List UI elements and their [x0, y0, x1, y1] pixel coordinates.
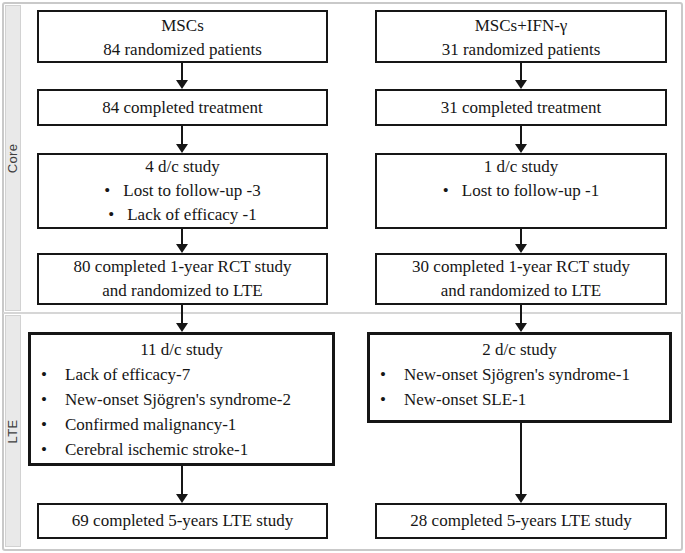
arrow-ifn-3	[515, 228, 527, 253]
arrow-shaft	[181, 229, 183, 244]
bullet-icon: •	[41, 362, 65, 387]
arrow-head-icon	[176, 144, 188, 153]
arrow-ifn-4	[515, 305, 527, 332]
arrow-msc-3	[176, 229, 188, 253]
box-msc-dc-lte-title: 11 d/c study	[31, 337, 332, 362]
box-msc-dc-lte: 11 d/c study •Lack of efficacy-7 •New-on…	[28, 332, 335, 466]
bullet-text: Lack of efficacy-7	[65, 362, 332, 387]
box-ifn-enrollment: MSCs+IFN-γ 31 randomized patients	[375, 10, 667, 63]
bullet-text: Cerebral ischemic stroke-1	[65, 437, 332, 462]
box-msc-enrollment-line2: 84 randomized patients	[39, 38, 326, 62]
bullet-icon: •	[380, 362, 404, 387]
arrow-shaft	[181, 126, 183, 144]
bullet-text: Lost to follow-up -1	[462, 181, 599, 200]
bullet-icon: •	[41, 387, 65, 412]
box-msc-completed-rct-line1: 80 completed 1-year RCT study	[39, 255, 326, 279]
arrow-head-icon	[515, 494, 527, 503]
bullet-item: • Lost to follow-up -3	[39, 179, 326, 203]
box-ifn-enrollment-line1: MSCs+IFN-γ	[377, 14, 665, 38]
bullet-text: Confirmed malignancy-1	[65, 412, 332, 437]
arrow-shaft	[181, 305, 183, 323]
arrow-shaft	[520, 63, 522, 80]
box-msc-completed-lte: 69 completed 5-years LTE study	[37, 503, 328, 539]
box-msc-dc-core-title: 4 d/c study	[39, 155, 326, 179]
box-ifn-completed-treatment: 31 completed treatment	[375, 89, 667, 126]
arrow-head-icon	[176, 323, 188, 332]
arrow-ifn-5	[515, 423, 527, 503]
bullet-icon: •	[41, 437, 65, 462]
box-msc-completed-lte-text: 69 completed 5-years LTE study	[39, 509, 326, 533]
box-ifn-completed-treatment-text: 31 completed treatment	[377, 96, 665, 120]
bullet-text: Lack of efficacy -1	[127, 205, 256, 224]
bullet-text: Lost to follow-up -3	[123, 181, 260, 200]
arrow-head-icon	[515, 144, 527, 153]
bullet-item: •New-onset Sjögren's syndrome-1	[370, 362, 669, 387]
arrow-msc-2	[176, 126, 188, 153]
arrow-shaft	[181, 63, 183, 80]
box-ifn-dc-core-title: 1 d/c study	[377, 155, 665, 179]
bullet-icon: •	[104, 181, 110, 200]
box-ifn-completed-lte-text: 28 completed 5-years LTE study	[377, 509, 665, 533]
box-msc-enrollment: MSCs 84 randomized patients	[37, 10, 328, 63]
box-msc-completed-treatment: 84 completed treatment	[37, 89, 328, 126]
bullet-item: •Lack of efficacy-7	[31, 362, 332, 387]
arrow-shaft	[520, 126, 522, 144]
box-msc-enrollment-line1: MSCs	[39, 14, 326, 38]
box-ifn-dc-lte-title: 2 d/c study	[370, 337, 669, 362]
arrow-msc-5	[176, 466, 188, 503]
bullet-item: • Lost to follow-up -1	[377, 179, 665, 203]
core-lte-divider	[3, 312, 682, 314]
section-label-lte: LTE	[6, 419, 21, 443]
box-msc-dc-core: 4 d/c study • Lost to follow-up -3 • Lack …	[37, 153, 328, 229]
bullet-item: •Cerebral ischemic stroke-1	[31, 437, 332, 462]
arrow-shaft	[520, 228, 522, 244]
arrow-head-icon	[515, 323, 527, 332]
arrow-ifn-1	[515, 63, 527, 89]
box-ifn-dc-core: 1 d/c study • Lost to follow-up -1	[375, 153, 667, 229]
box-msc-completed-rct: 80 completed 1-year RCT study and random…	[37, 253, 328, 305]
section-strip-core: Core	[5, 5, 21, 311]
arrow-ifn-2	[515, 126, 527, 153]
bullet-icon: •	[108, 205, 114, 224]
box-ifn-completed-lte: 28 completed 5-years LTE study	[375, 503, 667, 539]
arrow-msc-4	[176, 305, 188, 332]
arrow-shaft	[520, 305, 522, 323]
section-label-core: Core	[6, 143, 21, 172]
arrow-shaft	[520, 423, 522, 494]
box-ifn-enrollment-line2: 31 randomized patients	[377, 38, 665, 62]
box-msc-completed-rct-line2: and randomized to LTE	[39, 279, 326, 303]
arrow-msc-1	[176, 63, 188, 89]
arrow-head-icon	[176, 244, 188, 253]
box-ifn-completed-rct-line1: 30 completed 1-year RCT study	[377, 255, 665, 279]
box-msc-completed-treatment-text: 84 completed treatment	[39, 96, 326, 120]
bullet-item: •New-onset SLE-1	[370, 387, 669, 412]
bullet-item: •New-onset Sjögren's syndrome-2	[31, 387, 332, 412]
consort-flow-diagram: Core LTE MSCs 84 randomized patients 84 …	[0, 0, 685, 553]
box-ifn-completed-rct-line2: and randomized to LTE	[377, 279, 665, 303]
section-strip-lte: LTE	[5, 315, 21, 547]
arrow-head-icon	[176, 494, 188, 503]
bullet-item: • Lack of efficacy -1	[39, 203, 326, 227]
bullet-text: New-onset SLE-1	[404, 387, 669, 412]
bullet-icon: •	[443, 181, 449, 200]
arrow-shaft	[181, 466, 183, 494]
bullet-icon: •	[41, 412, 65, 437]
arrow-head-icon	[515, 244, 527, 253]
box-ifn-dc-lte: 2 d/c study •New-onset Sjögren's syndrom…	[367, 332, 672, 423]
box-ifn-completed-rct: 30 completed 1-year RCT study and random…	[375, 253, 667, 305]
bullet-item: •Confirmed malignancy-1	[31, 412, 332, 437]
bullet-text: New-onset Sjögren's syndrome-1	[404, 362, 669, 387]
bullet-text: New-onset Sjögren's syndrome-2	[65, 387, 332, 412]
arrow-head-icon	[515, 80, 527, 89]
arrow-head-icon	[176, 80, 188, 89]
bullet-icon: •	[380, 387, 404, 412]
